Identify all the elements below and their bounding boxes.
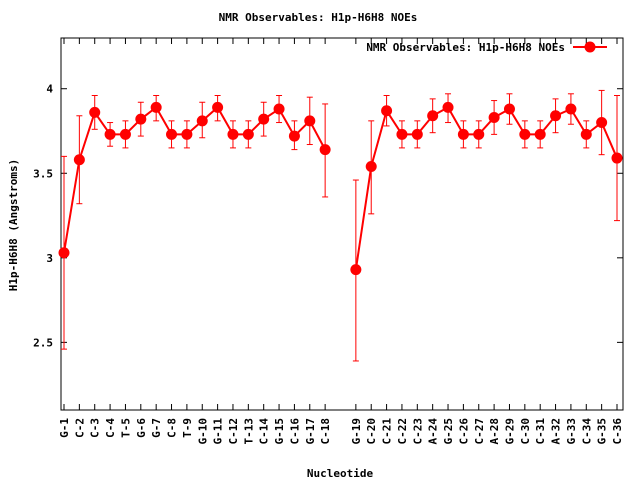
x-tick-label: C-16 [288, 418, 301, 445]
data-point [473, 128, 485, 140]
x-tick-label: C-4 [104, 418, 117, 438]
x-tick-label: G-29 [503, 418, 516, 445]
x-tick-label: C-20 [365, 418, 378, 445]
x-tick-label: C-14 [258, 418, 271, 445]
x-tick-label: C-36 [611, 418, 624, 445]
x-tick-label: T-9 [181, 418, 194, 438]
data-point [365, 161, 377, 173]
legend: NMR Observables: H1p-H6H8 NOEs [366, 41, 607, 54]
x-tick-label: C-12 [227, 418, 240, 445]
data-point [611, 152, 623, 164]
x-tick-label: G-35 [596, 418, 609, 445]
data-point [273, 103, 285, 115]
data-point [150, 101, 162, 113]
x-tick-label: C-27 [473, 418, 486, 445]
data-point [304, 115, 316, 127]
data-point [550, 110, 562, 122]
series-line-segment [63, 105, 327, 253]
data-point [196, 115, 208, 127]
data-point [488, 111, 500, 123]
x-tick-label: G-11 [212, 418, 225, 445]
x-tick-label: A-32 [550, 418, 563, 445]
data-point [119, 128, 131, 140]
x-tick-label: G-1 [58, 418, 71, 438]
x-tick-label: C-18 [319, 418, 332, 445]
y-tick-label: 2.5 [33, 336, 53, 349]
x-tick-label: C-8 [166, 418, 179, 438]
data-point [89, 106, 101, 118]
data-point [319, 144, 331, 156]
data-point [503, 103, 515, 115]
x-tick-label: G-25 [442, 418, 455, 445]
chart-title: NMR Observables: H1p-H6H8 NOEs [219, 11, 418, 24]
data-point [427, 110, 439, 122]
x-tick-label: C-31 [534, 418, 547, 445]
legend-marker [584, 41, 596, 53]
x-tick-label: T-13 [242, 418, 255, 445]
data-point [104, 128, 116, 140]
plot-frame [60, 37, 624, 411]
x-tick-label: C-2 [73, 418, 86, 438]
data-point [442, 101, 454, 113]
data-point [534, 128, 546, 140]
x-tick-label: C-21 [381, 418, 394, 445]
data-point [73, 154, 85, 166]
x-tick-label: G-6 [135, 418, 148, 438]
y-tick-label: 3.5 [33, 167, 53, 180]
data-point [596, 117, 608, 129]
y-tick-label: 3 [46, 252, 53, 265]
x-tick-label: G-19 [350, 418, 363, 445]
x-axis-label: Nucleotide [307, 467, 374, 480]
x-tick-label: G-17 [304, 418, 317, 445]
data-point [381, 105, 393, 117]
series-line-segment [354, 105, 618, 270]
data-point [135, 113, 147, 125]
x-tick-label: C-3 [89, 418, 102, 438]
data-point [350, 264, 362, 276]
data-point [396, 128, 408, 140]
x-tick-label: A-24 [427, 418, 440, 445]
x-tick-label: C-30 [519, 418, 532, 445]
y-axis: 2.5 3 3.5 4 [33, 83, 623, 349]
data-points [58, 101, 623, 276]
x-tick-label: G-7 [150, 418, 163, 438]
data-point [288, 130, 300, 142]
x-tick-label: C-23 [411, 418, 424, 445]
x-tick-label: G-33 [565, 418, 578, 445]
x-tick-label: C-34 [580, 418, 593, 445]
data-point [258, 113, 270, 125]
data-point [166, 128, 178, 140]
series-lines [63, 105, 618, 270]
data-point [580, 128, 592, 140]
data-point [227, 128, 239, 140]
y-tick-label: 4 [46, 83, 53, 96]
data-point [58, 247, 70, 259]
data-point [242, 128, 254, 140]
legend-label: NMR Observables: H1p-H6H8 NOEs [366, 41, 565, 54]
x-tick-label: G-10 [196, 418, 209, 445]
data-point [565, 103, 577, 115]
data-point [457, 128, 469, 140]
x-tick-label: C-22 [396, 418, 409, 445]
data-point [519, 128, 531, 140]
data-point [212, 101, 224, 113]
x-axis: G-1 C-2 C-3 C-4 T-5 G-6 G-7 C-8 T-9 G-10 G-11 C-12 T… [58, 38, 624, 445]
x-tick-label: T-5 [119, 418, 132, 438]
data-point [181, 128, 193, 140]
x-tick-label: G-15 [273, 418, 286, 445]
data-point [411, 128, 423, 140]
x-tick-label: C-26 [457, 418, 470, 445]
x-tick-label: A-28 [488, 418, 501, 445]
y-axis-label: H1p-H6H8 (Angstroms) [7, 159, 20, 291]
